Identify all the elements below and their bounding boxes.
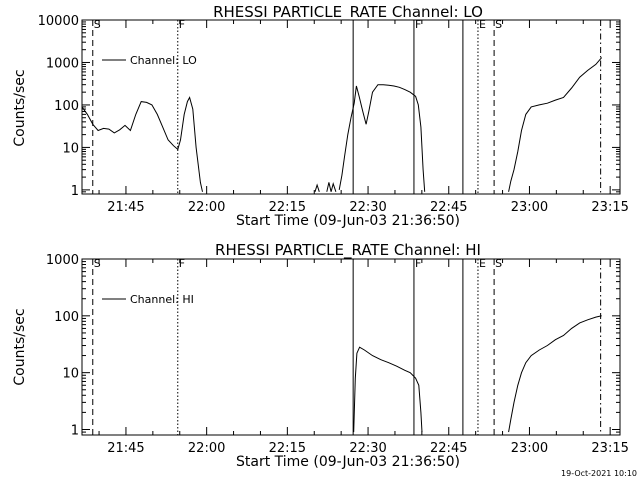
- y-axis-label-lo: Counts/sec: [12, 69, 28, 146]
- event-marker-label: F: [415, 257, 421, 270]
- y-tick-label: 100: [54, 310, 79, 325]
- event-marker-label: S: [94, 257, 101, 270]
- event-marker-label: S: [94, 18, 101, 31]
- series-line-segment: [338, 84, 426, 192]
- series-line-segment: [508, 315, 602, 433]
- x-tick-label: 22:45: [430, 200, 467, 215]
- legend-label: Channel: LO: [130, 54, 197, 67]
- y-tick-label: 1: [71, 184, 79, 199]
- plot-frame: [81, 19, 621, 195]
- plot-frame: [81, 258, 621, 436]
- event-marker-label: S: [495, 257, 502, 270]
- event-marker-label: F: [179, 18, 185, 31]
- event-marker-label: E: [479, 257, 486, 270]
- series-line-segment: [81, 96, 203, 192]
- y-tick-label: 10: [62, 141, 79, 156]
- event-marker-label: F: [179, 257, 185, 270]
- series-line-segment: [353, 346, 423, 433]
- x-tick-label: 22:30: [349, 200, 386, 215]
- plot-area-lo: 1 10 100 1000 10000 21:45 22:00 22:15 22:30 22:45…: [38, 14, 629, 215]
- x-tick-label: 23:15: [591, 200, 628, 215]
- y-axis-label-hi: Counts/sec: [12, 308, 28, 385]
- y-tick-label: 10000: [38, 14, 79, 29]
- y-tick-label: 1000: [46, 56, 79, 71]
- series-line-segment: [326, 181, 337, 192]
- x-tick-label: 23:00: [511, 200, 548, 215]
- x-tick-label: 22:45: [430, 441, 467, 456]
- x-tick-label: 23:00: [511, 441, 548, 456]
- chart-title-lo: RHESSI PARTICLE_RATE Channel: LO: [213, 3, 483, 22]
- y-tick-label: 10: [62, 367, 79, 382]
- x-axis-label-hi: Start Time (09-Jun-03 21:36:50): [236, 454, 460, 470]
- event-marker-label: E: [479, 18, 486, 31]
- legend-label: Channel: HI: [130, 293, 194, 306]
- x-tick-label: 22:00: [188, 441, 225, 456]
- series-line-segment: [508, 57, 603, 192]
- panel-hi: RHESSI PARTICLE_RATE Channel: HI Counts/…: [12, 241, 629, 470]
- x-axis-label-lo: Start Time (09-Jun-03 21:36:50): [236, 213, 460, 229]
- event-marker-label: S: [495, 18, 502, 31]
- x-tick-label: 21:45: [107, 200, 144, 215]
- x-tick-label: 22:30: [349, 441, 386, 456]
- plot-area-hi: 1 10 100 1000 21:45 22:00 22:15 22:30 22:45 23:00…: [46, 253, 629, 456]
- y-tick-label: 1000: [46, 253, 79, 268]
- series-line-segment: [314, 183, 320, 192]
- x-tick-label: 23:15: [591, 441, 628, 456]
- x-tick-label: 21:45: [107, 441, 144, 456]
- footer-timestamp: 19-Oct-2021 10:10: [561, 469, 637, 478]
- x-tick-label: 22:15: [269, 200, 306, 215]
- y-tick-label: 1: [71, 423, 79, 438]
- x-tick-label: 22:15: [269, 441, 306, 456]
- y-tick-label: 100: [54, 99, 79, 114]
- event-marker-label: F: [415, 18, 421, 31]
- x-tick-label: 22:00: [188, 200, 225, 215]
- panel-lo: RHESSI PARTICLE_RATE Channel: LO Counts/…: [12, 3, 629, 229]
- chart-title-hi: RHESSI PARTICLE_RATE Channel: HI: [215, 241, 481, 260]
